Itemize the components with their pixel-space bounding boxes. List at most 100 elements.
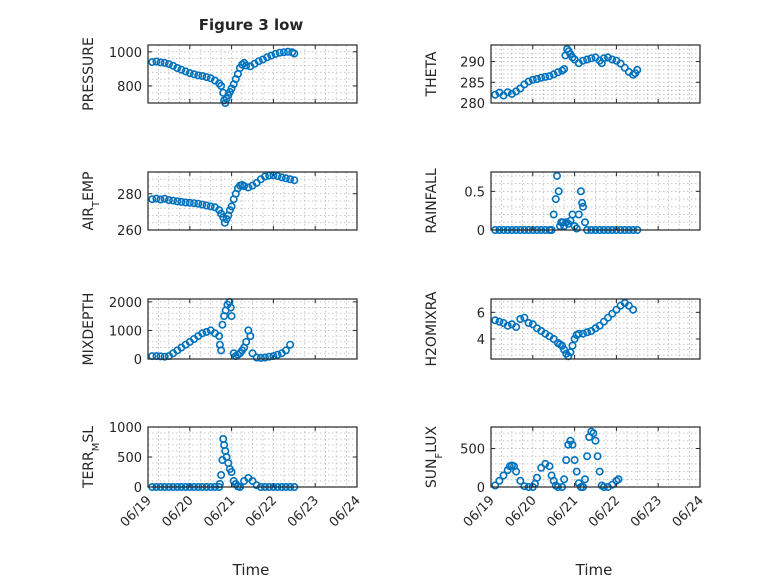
air-temp-axes: 260 280 AIRTEMP (81, 171, 358, 239)
h2omixra-point (612, 305, 621, 314)
air-temp-point (169, 196, 178, 205)
h2omixra-point (520, 313, 529, 322)
sun-flux-xtick-label: 06/19 (461, 493, 498, 530)
sun-flux-ylabel-part: LUX (424, 425, 440, 452)
rainfall-point (552, 171, 561, 180)
terr-msl-xtick-label: 06/22 (243, 493, 280, 530)
terr-msl-ytick-label: 500 (117, 451, 142, 466)
air-temp-point (290, 176, 299, 185)
sun-flux-point (591, 436, 600, 445)
pressure-point (242, 61, 251, 70)
theta-point (560, 65, 569, 74)
h2omixra-point (608, 309, 617, 318)
rainfall-point (578, 202, 587, 211)
theta-point (516, 84, 525, 93)
air-temp-ytick-label: 260 (117, 224, 142, 239)
theta-point (633, 65, 642, 74)
pressure-point (177, 65, 186, 74)
terr-msl-point (217, 470, 226, 479)
mixdepth-point (198, 329, 207, 338)
pressure-point (290, 49, 299, 58)
theta-point (578, 56, 587, 65)
theta-point (541, 72, 550, 81)
terr-msl-point (248, 476, 257, 485)
theta-point (549, 70, 558, 79)
air-temp-point (164, 196, 173, 205)
terr-msl-ylabel: TERRMSL (81, 426, 102, 489)
pressure-point (238, 60, 247, 69)
sun-flux-point (595, 467, 604, 476)
theta-point (553, 68, 562, 77)
h2omixra-axes: 4 6 H2OMIXRA (424, 291, 701, 367)
mixdepth-point (248, 349, 257, 358)
pressure-point (148, 58, 157, 67)
h2omixra-point (603, 313, 612, 322)
theta-point (503, 88, 512, 97)
sun-flux-point (503, 466, 512, 475)
sun-flux-point (593, 452, 602, 461)
h2omixra-point (599, 317, 608, 326)
pressure-point (217, 81, 226, 90)
rainfall-point (554, 187, 563, 196)
rainfall-point (574, 210, 583, 219)
h2omixra-point (549, 334, 558, 343)
h2omixra-point (503, 321, 512, 330)
air-temp-point (148, 195, 157, 204)
theta-ytick-label: 285 (460, 76, 485, 91)
theta-point (603, 53, 612, 62)
rainfall-point (578, 198, 587, 207)
pressure-point (160, 58, 169, 67)
air-temp-point (260, 172, 269, 181)
pressure-frame (147, 44, 358, 104)
air-temp-point (286, 175, 295, 184)
sun-flux-point (566, 436, 575, 445)
terr-msl-xtick-label: 06/20 (160, 493, 197, 530)
sun-flux-point (520, 482, 529, 491)
terr-msl-point (227, 467, 236, 476)
sun-flux-xtick-label: 06/23 (628, 493, 665, 530)
h2omixra-point (524, 318, 533, 327)
sun-flux-ytick-label: 500 (460, 443, 485, 458)
terr-msl-xtick-label: 06/21 (201, 493, 238, 530)
terr-msl-xtick-label: 06/24 (327, 493, 364, 530)
h2omixra-point (583, 328, 592, 337)
rainfall-point (580, 218, 589, 227)
pressure-point (258, 55, 267, 64)
sun-flux-ytick-label: 0 (477, 481, 485, 496)
air-temp-point (160, 194, 169, 203)
h2omixra-ytick-label: 4 (477, 333, 485, 348)
rainfall-ylabel: RAINFALL (424, 168, 440, 233)
air-temp-point (206, 202, 215, 211)
h2omixra-point (516, 314, 525, 323)
theta-ytick-label: 290 (460, 56, 485, 71)
rainfall-ytick-label: 0.5 (464, 185, 485, 200)
pressure-point (254, 57, 263, 66)
h2omixra-point (574, 329, 583, 338)
mixdepth-point (256, 353, 265, 362)
pressure-point (169, 61, 178, 70)
sun-flux-point (572, 467, 581, 476)
sun-flux-point (560, 475, 569, 484)
theta-point (558, 66, 567, 75)
air-temp-point (273, 172, 282, 181)
pressure-point (164, 60, 173, 69)
theta-point (599, 54, 608, 63)
pressure-point (152, 57, 161, 66)
pressure-point (181, 67, 190, 76)
rainfall-axes: 0 0.5 RAINFALL (424, 168, 701, 239)
h2omixra-point (495, 317, 504, 326)
sun-flux-xtick-label: 06/20 (503, 493, 540, 530)
sun-flux-point (562, 456, 571, 465)
terr-msl-ytick-label: 1000 (109, 421, 142, 436)
theta-ylabel: THETA (424, 51, 440, 97)
sun-flux-point (516, 476, 525, 485)
mixdepth-point (286, 340, 295, 349)
air-temp-point (244, 183, 253, 192)
h2omixra-point (578, 329, 587, 338)
air-temp-frame (147, 171, 358, 231)
mixdepth-point (227, 312, 236, 321)
mixdepth-point (217, 346, 226, 355)
sun-flux-point (495, 476, 504, 485)
sun-flux-point (583, 452, 592, 461)
mixdepth-point (242, 337, 251, 346)
